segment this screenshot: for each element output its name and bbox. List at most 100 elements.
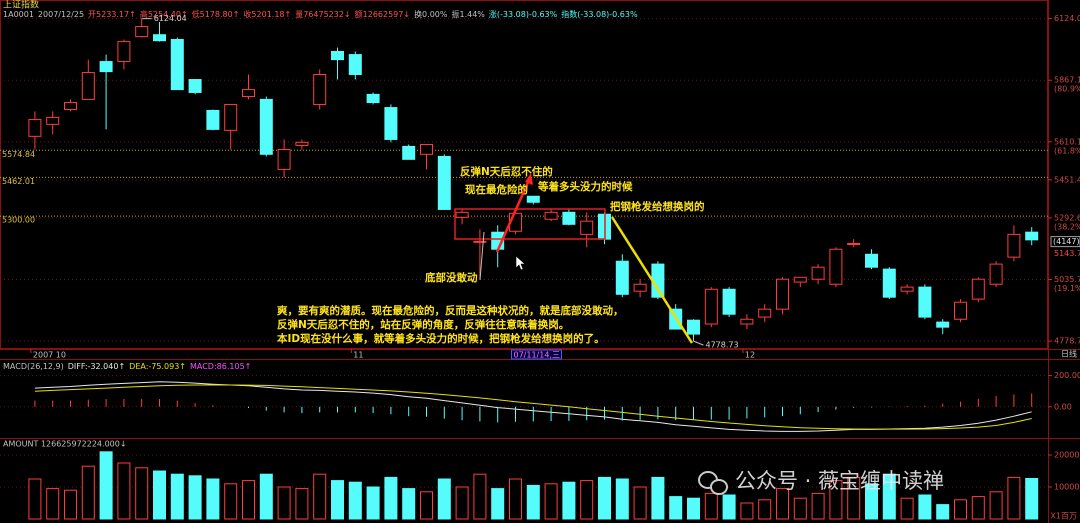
- candle-body: [135, 26, 149, 38]
- volume-bar: [918, 494, 932, 520]
- volume-bar: [687, 497, 700, 520]
- volume-bar: [954, 499, 967, 520]
- volume-bar: [437, 478, 451, 520]
- candle-body: [722, 288, 736, 315]
- candle-body: [758, 308, 772, 318]
- y-tick-label: 0.00: [1054, 402, 1072, 411]
- volume-bar: [188, 475, 202, 520]
- candle-body: [740, 318, 754, 325]
- candle-body: [1007, 233, 1021, 258]
- volume-bar: [758, 499, 772, 520]
- info-field: 指数(-33.08)-0.63%: [561, 9, 638, 19]
- volume-bar: [882, 473, 896, 520]
- volume-bar: [865, 483, 878, 520]
- volume-bar: [526, 484, 540, 520]
- candle-body: [348, 54, 362, 75]
- cursor-date-box: [511, 349, 562, 360]
- volume-bar: [562, 481, 576, 520]
- info-field: 量76475232↓: [295, 10, 350, 19]
- candle-body: [811, 266, 825, 280]
- candle-body: [188, 79, 202, 93]
- volume-bar: [971, 496, 985, 520]
- volume-bar: [740, 502, 754, 520]
- candle-body: [402, 145, 416, 160]
- candle-body: [882, 268, 896, 298]
- candle-body: [46, 116, 60, 125]
- volume-bar: [81, 465, 95, 520]
- volume-bar: [936, 504, 950, 520]
- volume-bar: [776, 488, 789, 520]
- volume-bar: [135, 467, 149, 520]
- y-tick-label: 5451.4: [1054, 175, 1080, 184]
- volume-bar: [811, 492, 825, 520]
- legend-entry: MACD:86.105↑: [190, 362, 251, 371]
- volume-bar: [651, 476, 665, 520]
- quote-info: 1A0001 2007/12/25 开5233.17↑ 高5254.40↑ 低5178.…: [3, 9, 638, 19]
- volume-bar: [455, 486, 469, 520]
- candle-body: [206, 109, 220, 130]
- candle-body: [28, 119, 42, 137]
- candle-body: [259, 98, 273, 155]
- volume-bar: [384, 476, 398, 520]
- volume-bar: [224, 483, 238, 520]
- legend-entry: DIFF:-32.040↑: [68, 362, 125, 371]
- legend-entry: DEA:-75.093↑: [129, 362, 186, 371]
- volume-bar: [206, 478, 220, 520]
- chart-title: 上证指数: [3, 0, 39, 11]
- info-field: 额12662597↓: [355, 9, 410, 19]
- candle-body: [117, 41, 131, 63]
- x-tick-label: 2007 10: [33, 351, 66, 360]
- candle-body: [277, 149, 291, 170]
- candle-body: [526, 195, 540, 203]
- candle-body: [776, 278, 789, 310]
- candle-body: [704, 288, 718, 325]
- retracement-label: (19.1%): [1054, 284, 1080, 293]
- candle-body: [687, 319, 700, 335]
- period-label: 日线: [1061, 349, 1077, 359]
- data-layer: [28, 18, 1039, 520]
- current-price: 5143.72: [1054, 249, 1080, 258]
- candle-body: [99, 61, 113, 73]
- volume-bar: [722, 494, 736, 520]
- macd-line: [34, 384, 1032, 430]
- volume-bar: [473, 473, 487, 520]
- candle-body: [420, 143, 433, 155]
- volume-bar: [633, 486, 647, 520]
- candle-body: [313, 73, 327, 105]
- volume-bar: [491, 488, 505, 520]
- retracement-label: (38.2%): [1054, 222, 1080, 231]
- volume-bar: [313, 473, 327, 520]
- y-tick-label: 5610.1: [1054, 137, 1080, 146]
- candle-body: [936, 321, 950, 328]
- annotation: 现在最危险的: [465, 183, 528, 196]
- x-tick-label: 11: [353, 351, 363, 360]
- volume-bar: [153, 470, 166, 520]
- current-tag: (4147): [1053, 237, 1080, 246]
- volume-bar: [366, 486, 380, 520]
- candle-body: [153, 34, 166, 42]
- red-arrow-line: [495, 179, 531, 253]
- y-tick-label: 200000: [1054, 451, 1080, 460]
- y-tick-label: 100000: [1054, 483, 1080, 492]
- candle-body: [580, 220, 594, 235]
- volume-bar: [331, 480, 344, 520]
- y-tick-label: 5035.7: [1054, 275, 1080, 284]
- info-field: 1A0001: [3, 10, 34, 19]
- x-tick-label: 12: [745, 351, 755, 360]
- volume-bar: [99, 451, 113, 520]
- candle-body: [437, 155, 451, 210]
- volume-bar: [1007, 476, 1021, 520]
- candle-body: [295, 141, 309, 146]
- macd-legend: MACD(26,12,9) DIFF:-32.040↑ DEA:-75.093↑ MA…: [3, 362, 251, 371]
- note-line: 爽，要有爽的潜质。现在最危险的，反而是这种状况的，就是底部没敢动，: [277, 304, 624, 317]
- volume-bar: [64, 489, 77, 520]
- volume-bar: [28, 478, 42, 520]
- min-label: 4778.73: [706, 341, 739, 350]
- candle-body: [473, 240, 487, 243]
- candle-body: [544, 211, 558, 220]
- info-field: 换0.00%: [414, 9, 448, 19]
- volume-bar: [793, 497, 807, 520]
